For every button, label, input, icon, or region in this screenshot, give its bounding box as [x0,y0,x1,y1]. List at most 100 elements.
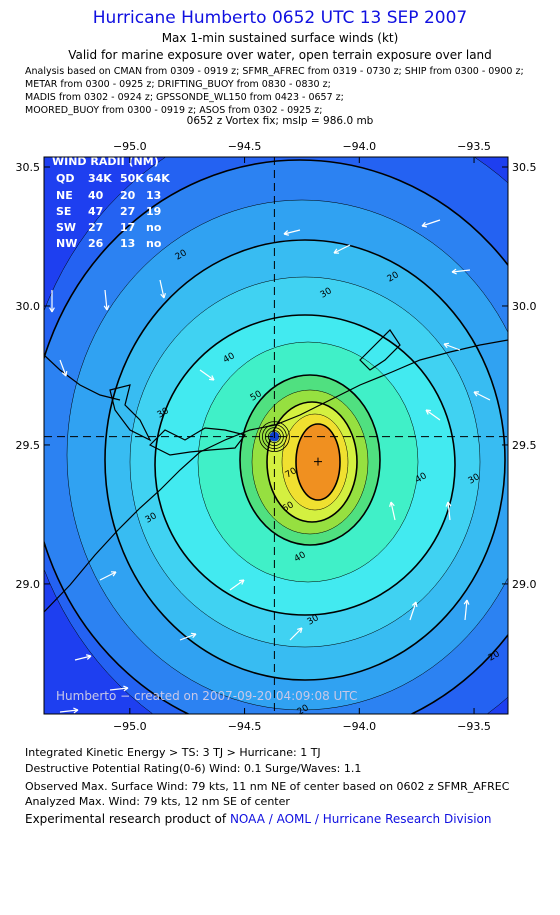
radii-cell: 27 [88,221,103,234]
wind-arrow-head [110,571,117,577]
radii-column: 50K [120,172,144,185]
wind-arrow-head [421,221,428,228]
product-line: Experimental research product of NOAA / … [25,812,492,826]
x-tick-label: −94.5 [228,720,262,733]
wind-arrow [104,289,108,311]
wind-arrow [409,601,417,621]
wind-arrow-head [283,230,289,236]
wind-arrow [443,343,461,351]
y-tick-label: 30.5 [16,161,41,174]
minor-contour [66,199,508,711]
contour-line [266,401,358,523]
radii-cell: NE [56,189,73,202]
wind-arrow [159,279,165,299]
dpr: Destructive Potential Rating(0-6) Wind: … [25,762,362,775]
coastline [109,384,152,442]
wind-arrow [473,391,491,401]
wind-arrow-head [61,370,68,377]
wind-arrow-head [103,305,110,311]
wind-arrow-head [389,501,395,507]
wind-arrow-head [297,627,303,633]
minor-contour [197,341,419,583]
radii-cell: no [146,237,162,250]
source-line: MADIS from 0302 - 0924 z; GPSSONDE_WL150… [25,92,344,103]
max-wind-marker [313,457,322,466]
wind-arrow-head [425,409,432,415]
y-tick-label: 30.0 [16,300,41,313]
wind-arrow [59,709,79,713]
radii-column: 64K [146,172,170,185]
radii-cell: 20 [120,189,136,202]
wind-arrow-head [49,307,55,313]
product: Experimental research product of [25,812,227,826]
analyzed: Analyzed Max. Wind: 79 kts, 12 nm SE of … [25,795,290,808]
radii-cell: SW [56,221,76,234]
wind-arrow [74,655,92,661]
contour-label: 20 [296,703,311,718]
wind-arrow-head [208,375,215,381]
wind-arrow [447,501,451,521]
radii-cell: 19 [146,205,161,218]
wind-arrow-head [445,501,452,507]
x-tick-label: −93.5 [457,140,491,153]
x-tick-label: −95.0 [113,720,147,733]
wind-arrow [179,633,197,641]
wind-arrow [99,571,117,581]
frame [43,156,509,715]
wind-arrow-head [463,599,470,605]
wind-arrow-head [473,391,480,397]
y-tick-label: 29.5 [512,439,537,452]
wind-arrow [390,501,396,521]
contour-line [154,314,456,616]
radii-cell: NW [56,237,77,250]
wind-arrow-head [451,268,457,275]
wind-arrow-head [86,654,92,660]
y-tick-label: 29.5 [16,439,41,452]
title: Hurricane Humberto 0652 UTC 13 SEP 2007 [92,8,468,28]
y-tick-label: 29.0 [16,578,41,591]
wind-arrow [59,359,67,377]
wind-arrow [333,244,351,254]
valid-note: Valid for marine exposure over water, op… [68,48,492,62]
source-line: MOORED_BUOY from 0300 - 0919 z; ASOS fro… [25,105,323,116]
org: NOAA / AOML / Hurricane Research Divisio… [229,812,492,826]
wind-arrow-head [160,293,166,299]
source-line: Analysis based on CMAN from 0309 - 0919 … [25,66,524,77]
coastline [44,354,121,401]
wind-arrow-head [443,342,450,349]
minor-contour [129,276,481,648]
x-tick-label: −95.0 [113,140,147,153]
observed: Observed Max. Surface Wind: 79 kts, 11 n… [25,780,510,793]
wind-arrow [425,409,441,421]
minor-contour [251,389,369,535]
radii-cell: 27 [120,205,135,218]
radii-column: 34K [88,172,112,185]
radii-cell: 13 [146,189,161,202]
radii-cell: 47 [88,205,103,218]
x-tick-label: −93.5 [457,720,491,733]
wind-arrow [109,687,129,691]
wind-arrow-head [411,601,418,608]
wind-arrow-head [123,685,129,692]
ike: Integrated Kinetic Energy > TS: 3 TJ > H… [25,746,321,759]
radii-cell: no [146,221,162,234]
radii-cell: 40 [88,189,104,202]
wind-arrow [421,219,441,227]
vortex-fix: 0652 z Vortex fix; mslp = 986.0 mb [186,115,374,127]
contour-line [104,239,506,681]
coastline [359,329,401,371]
contour-line [44,159,508,714]
wind-arrow-head [238,579,245,585]
wind-arrow-head [333,248,340,254]
wind-arrow [464,599,468,621]
credit: Humberto − created on 2007-09-20 04:09:0… [56,689,357,703]
wind-arrow [199,369,215,381]
radii-cell: SE [56,205,71,218]
x-tick-label: −94.0 [342,720,376,733]
source-line: METAR from 0300 - 0925 z; DRIFTING_BUOY … [25,79,331,90]
wind-arrow [289,627,303,641]
x-tick-label: −94.5 [228,140,262,153]
wind-arrow [229,579,245,591]
